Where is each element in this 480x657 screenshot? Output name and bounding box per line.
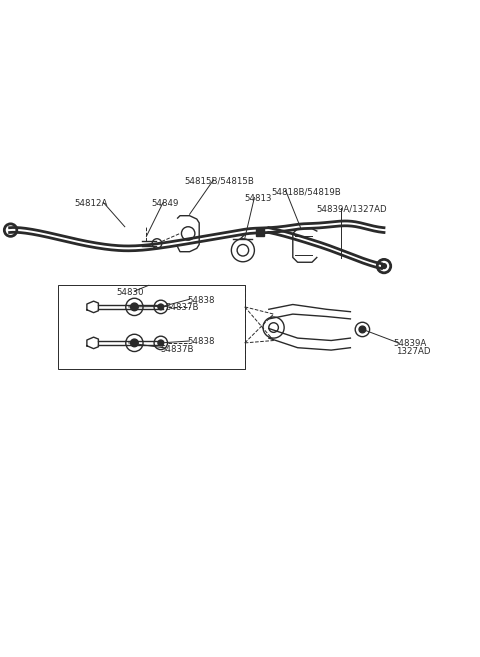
Text: 54837B: 54837B xyxy=(166,304,199,312)
Text: 54830: 54830 xyxy=(116,288,144,297)
Bar xyxy=(58,285,245,369)
Text: 54818B/54819B: 54818B/54819B xyxy=(271,187,341,196)
Circle shape xyxy=(359,326,366,333)
Text: 54839A: 54839A xyxy=(394,340,427,348)
Bar xyxy=(256,228,264,237)
Text: 54812A: 54812A xyxy=(74,199,108,208)
Circle shape xyxy=(131,339,138,347)
Text: 54815B/54815B: 54815B/54815B xyxy=(185,176,255,185)
Circle shape xyxy=(131,303,138,311)
Text: 54839A/1327AD: 54839A/1327AD xyxy=(317,204,387,213)
Text: 1327AD: 1327AD xyxy=(396,346,431,355)
Text: 54838: 54838 xyxy=(187,338,215,346)
Text: 54849: 54849 xyxy=(151,199,179,208)
Text: 54813: 54813 xyxy=(245,194,272,204)
Circle shape xyxy=(382,263,386,269)
Text: 54838: 54838 xyxy=(187,296,215,305)
Circle shape xyxy=(158,304,164,310)
Circle shape xyxy=(158,340,164,346)
Text: 54837B: 54837B xyxy=(161,345,194,353)
